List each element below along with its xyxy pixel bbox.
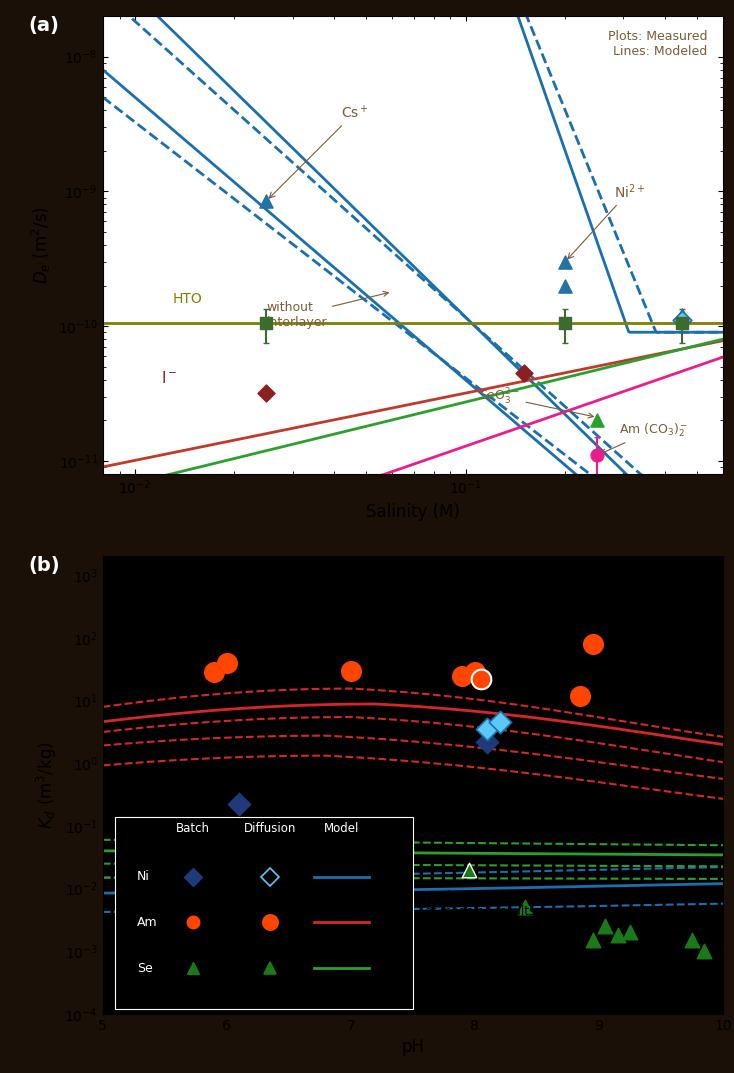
Point (587, 635, 599, 652)
Point (592, 412, 603, 429)
Point (587, 931, 599, 949)
Text: Ni: Ni (137, 870, 150, 883)
Point (494, 714, 506, 731)
Point (592, 446, 603, 464)
Point (559, 253, 571, 270)
Point (559, 277, 571, 294)
Text: Am: Am (137, 916, 158, 929)
FancyBboxPatch shape (115, 818, 413, 1010)
Point (261, 192, 272, 209)
Point (611, 927, 623, 944)
Point (482, 733, 493, 750)
Point (518, 364, 530, 381)
Text: (b): (b) (29, 556, 60, 575)
X-axis label: Salinity (M): Salinity (M) (366, 503, 459, 520)
Point (469, 664, 481, 681)
Text: I$^-$: I$^-$ (161, 370, 178, 385)
Text: without
interlayer: without interlayer (266, 292, 388, 329)
Text: SeO$_3^{2-}$: SeO$_3^{2-}$ (479, 386, 593, 418)
Y-axis label: $D_e$ (m$^2$/s): $D_e$ (m$^2$/s) (29, 206, 53, 284)
Text: Am (CO$_3$)$_2^-$: Am (CO$_3$)$_2^-$ (601, 422, 688, 454)
Text: Plots: Measured
Lines: Modeled: Plots: Measured Lines: Modeled (608, 30, 708, 58)
Text: Model: Model (324, 823, 359, 836)
Text: Cs$^+$: Cs$^+$ (269, 104, 369, 199)
Point (624, 924, 636, 941)
Point (575, 687, 586, 704)
Point (676, 312, 688, 329)
Text: (a): (a) (29, 16, 59, 35)
Text: HTO: HTO (172, 292, 203, 307)
Text: Ni$^{2+}$: Ni$^{2+}$ (568, 182, 645, 259)
Point (208, 664, 220, 681)
Point (699, 943, 711, 960)
Point (261, 384, 272, 401)
Point (482, 720, 493, 737)
Text: Batch: Batch (175, 823, 210, 836)
Point (261, 314, 272, 332)
Point (686, 931, 698, 949)
Point (345, 662, 357, 679)
Text: Se: Se (137, 961, 153, 974)
Text: Dashed lines: Uncertainty
of modeled results: Dashed lines: Uncertainty of modeled res… (425, 891, 578, 918)
Point (475, 671, 487, 688)
Point (676, 307, 688, 324)
Point (457, 667, 468, 685)
Point (233, 796, 245, 813)
Point (519, 899, 531, 916)
Point (676, 314, 688, 332)
Point (463, 862, 475, 879)
Point (559, 314, 571, 332)
Point (599, 917, 611, 935)
Y-axis label: $K_d$ (m$^3$/kg): $K_d$ (m$^3$/kg) (34, 741, 59, 829)
Point (221, 655, 233, 672)
X-axis label: pH: pH (401, 1039, 424, 1057)
Text: Diffusion: Diffusion (244, 823, 297, 836)
